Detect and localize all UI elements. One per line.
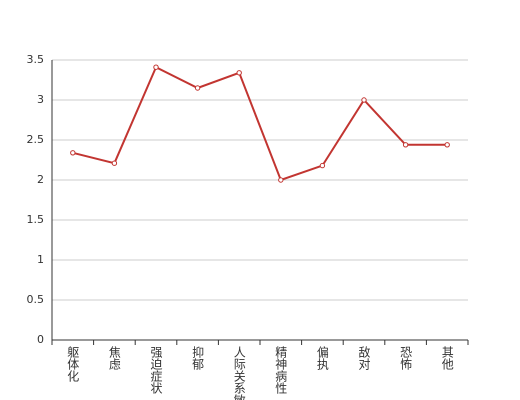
y-tick-label: 2.5 (27, 133, 45, 146)
point (444, 142, 450, 148)
x-tick-label: 人际关系敏感 (232, 346, 246, 400)
y-tick-label: 3.5 (27, 53, 45, 66)
point (70, 150, 76, 156)
x-tick-label: 其他 (440, 346, 454, 370)
y-tick-label: 1 (37, 253, 44, 266)
line (72, 65, 448, 182)
x-tick-label: 恐怖 (399, 346, 413, 370)
point (402, 142, 409, 148)
y-tick-label: 1.5 (27, 213, 45, 226)
x-tick-label: 精神病性 (274, 346, 288, 395)
x-tick-label: 躯体化 (66, 345, 80, 383)
x-tick-label: 敌对 (357, 345, 371, 370)
y-tick-label: 2 (37, 173, 44, 186)
x-tick-label: 抑郁 (191, 345, 205, 371)
point (194, 85, 201, 91)
point (361, 97, 367, 103)
y-tick-label: 3 (37, 93, 44, 106)
x-tick-label: 焦虑 (107, 346, 121, 370)
point (111, 160, 118, 166)
point (319, 162, 326, 169)
x-tick-label: 强迫症状 (149, 346, 163, 394)
point (153, 64, 159, 70)
point (278, 177, 284, 183)
y-tick-label: 0.5 (27, 293, 45, 306)
y-tick-label: 0 (37, 333, 44, 346)
point (236, 70, 242, 76)
x-tick-label: 偏执 (315, 345, 329, 371)
